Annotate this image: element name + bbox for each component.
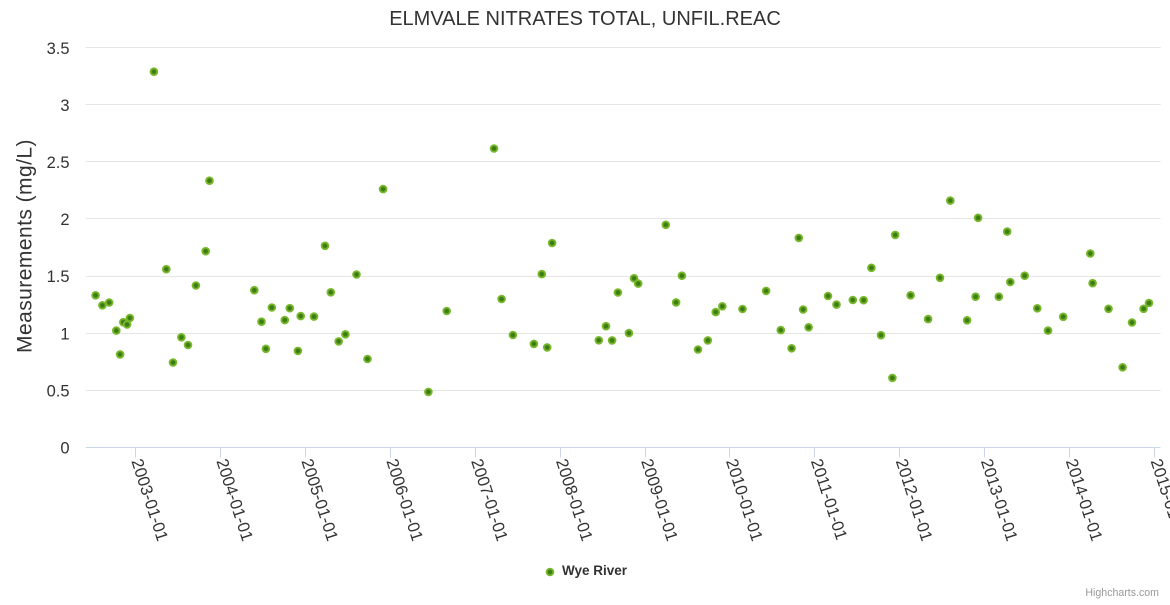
svg-text:0.5: 0.5 [47,382,70,400]
svg-text:2.5: 2.5 [47,154,70,172]
svg-text:3: 3 [60,97,69,115]
svg-text:3.5: 3.5 [47,40,70,58]
svg-text:Measurements (mg/L): Measurements (mg/L) [14,139,37,353]
svg-text:ELMVALE NITRATES TOTAL, UNFIL.: ELMVALE NITRATES TOTAL, UNFIL.REAC [389,8,781,30]
svg-text:1.5: 1.5 [47,268,70,286]
svg-text:1: 1 [60,325,69,343]
svg-text:Highcharts.com: Highcharts.com [1085,587,1159,599]
svg-text:Wye River: Wye River [562,563,628,578]
svg-text:2: 2 [60,211,69,229]
svg-text:0: 0 [60,440,69,458]
